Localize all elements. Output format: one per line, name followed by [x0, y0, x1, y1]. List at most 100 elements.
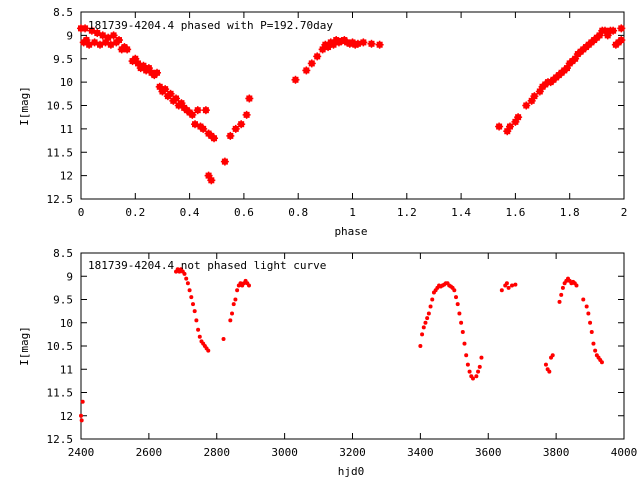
- data-point: [470, 376, 475, 381]
- data-point: [617, 36, 626, 45]
- data-point: [206, 348, 211, 353]
- data-point: [231, 302, 236, 307]
- x-tick-label: 3400: [407, 446, 434, 459]
- data-point: [291, 75, 300, 84]
- y-tick-label: 9.5: [53, 294, 73, 307]
- chart-title: 181739-4204.4 not phased light curve: [88, 259, 326, 272]
- data-point: [506, 285, 511, 290]
- x-tick-label: 0: [78, 206, 85, 219]
- x-tick-label: 2: [621, 206, 628, 219]
- y-tick-label: 11.5: [47, 387, 74, 400]
- data-point: [499, 288, 504, 293]
- x-tick-label: 4000: [611, 446, 638, 459]
- y-tick-label: 9: [66, 29, 73, 42]
- data-point: [166, 89, 175, 98]
- data-point: [226, 131, 235, 140]
- y-tick-label: 12: [60, 410, 73, 423]
- data-point: [161, 85, 170, 94]
- data-point: [197, 334, 202, 339]
- data-points: [77, 24, 626, 185]
- data-point: [465, 362, 470, 367]
- data-point: [79, 418, 84, 423]
- data-point: [464, 353, 469, 358]
- data-point: [593, 348, 598, 353]
- data-point: [430, 297, 435, 302]
- data-point: [81, 24, 90, 33]
- x-tick-label: 3800: [543, 446, 570, 459]
- data-point: [550, 353, 555, 358]
- x-tick-label: 0.4: [180, 206, 200, 219]
- data-point: [184, 276, 189, 281]
- data-point: [505, 122, 514, 131]
- data-point: [189, 295, 194, 300]
- y-tick-label: 8.5: [53, 247, 73, 260]
- y-tick-label: 9: [66, 270, 73, 283]
- x-tick-label: 1.8: [560, 206, 580, 219]
- y-tick-label: 10.5: [47, 100, 74, 113]
- data-point: [589, 330, 594, 335]
- unphased-light-curve-plot: 8.5 9 9.5 10 10.5 11 11.5 12 12.5 2400 2600 2800 30…: [18, 247, 637, 478]
- data-point: [230, 311, 235, 316]
- y-axis-ticks: 8.5 9 9.5 10 10.5 11 11.5 12 12.5: [47, 6, 624, 206]
- data-point: [192, 309, 197, 314]
- data-point: [367, 39, 376, 48]
- x-tick-label: 2400: [68, 446, 95, 459]
- x-axis-ticks: 0 0.2 0.4 0.6 0.8 1 1.2 1.4 1.6 1.8 2: [78, 12, 628, 219]
- data-point: [231, 124, 240, 133]
- data-point: [513, 282, 518, 287]
- data-point: [235, 288, 240, 293]
- data-point: [228, 318, 233, 323]
- chart-title: 181739-4204.4 phased with P=192.70day: [88, 19, 333, 32]
- data-point: [187, 288, 192, 293]
- data-point: [123, 45, 132, 54]
- data-point: [233, 297, 238, 302]
- y-axis-ticks: 8.5 9 9.5 10 10.5 11 11.5 12 12.5: [47, 247, 624, 446]
- data-point: [188, 110, 197, 119]
- data-point: [479, 355, 484, 360]
- data-point: [560, 285, 565, 290]
- y-tick-label: 8.5: [53, 6, 73, 19]
- data-point: [495, 122, 504, 131]
- x-tick-label: 0.2: [125, 206, 145, 219]
- y-axis-label: I[mag]: [18, 326, 31, 366]
- data-point: [584, 304, 589, 309]
- x-tick-label: 1.4: [451, 206, 471, 219]
- data-point: [522, 101, 531, 110]
- data-point: [246, 283, 251, 288]
- data-point: [559, 292, 564, 297]
- y-tick-label: 10.5: [47, 340, 74, 353]
- data-point: [193, 106, 202, 115]
- data-point: [460, 330, 465, 335]
- data-points: [79, 267, 604, 423]
- data-point: [313, 52, 322, 61]
- y-tick-label: 12.5: [47, 193, 74, 206]
- data-point: [199, 124, 208, 133]
- data-point: [452, 288, 457, 293]
- x-tick-label: 3600: [475, 446, 502, 459]
- data-point: [599, 360, 604, 365]
- data-point: [514, 113, 523, 122]
- data-point: [418, 344, 423, 348]
- data-point: [210, 134, 219, 143]
- data-point: [459, 320, 464, 325]
- data-point: [79, 413, 83, 418]
- y-tick-label: 12: [60, 170, 73, 183]
- data-point: [467, 369, 472, 374]
- x-tick-label: 1.6: [505, 206, 525, 219]
- y-axis-label: I[mag]: [18, 86, 31, 126]
- x-tick-label: 2800: [204, 446, 231, 459]
- data-point: [543, 362, 548, 367]
- data-point: [609, 26, 618, 35]
- y-tick-label: 10: [60, 317, 73, 330]
- data-point: [457, 311, 462, 316]
- data-point: [581, 297, 586, 302]
- data-point: [245, 94, 254, 103]
- data-point: [557, 299, 562, 304]
- data-point: [617, 24, 626, 33]
- x-axis-label: hjd0: [338, 465, 365, 478]
- data-point: [172, 94, 181, 103]
- data-point: [201, 106, 210, 115]
- data-point: [153, 68, 162, 77]
